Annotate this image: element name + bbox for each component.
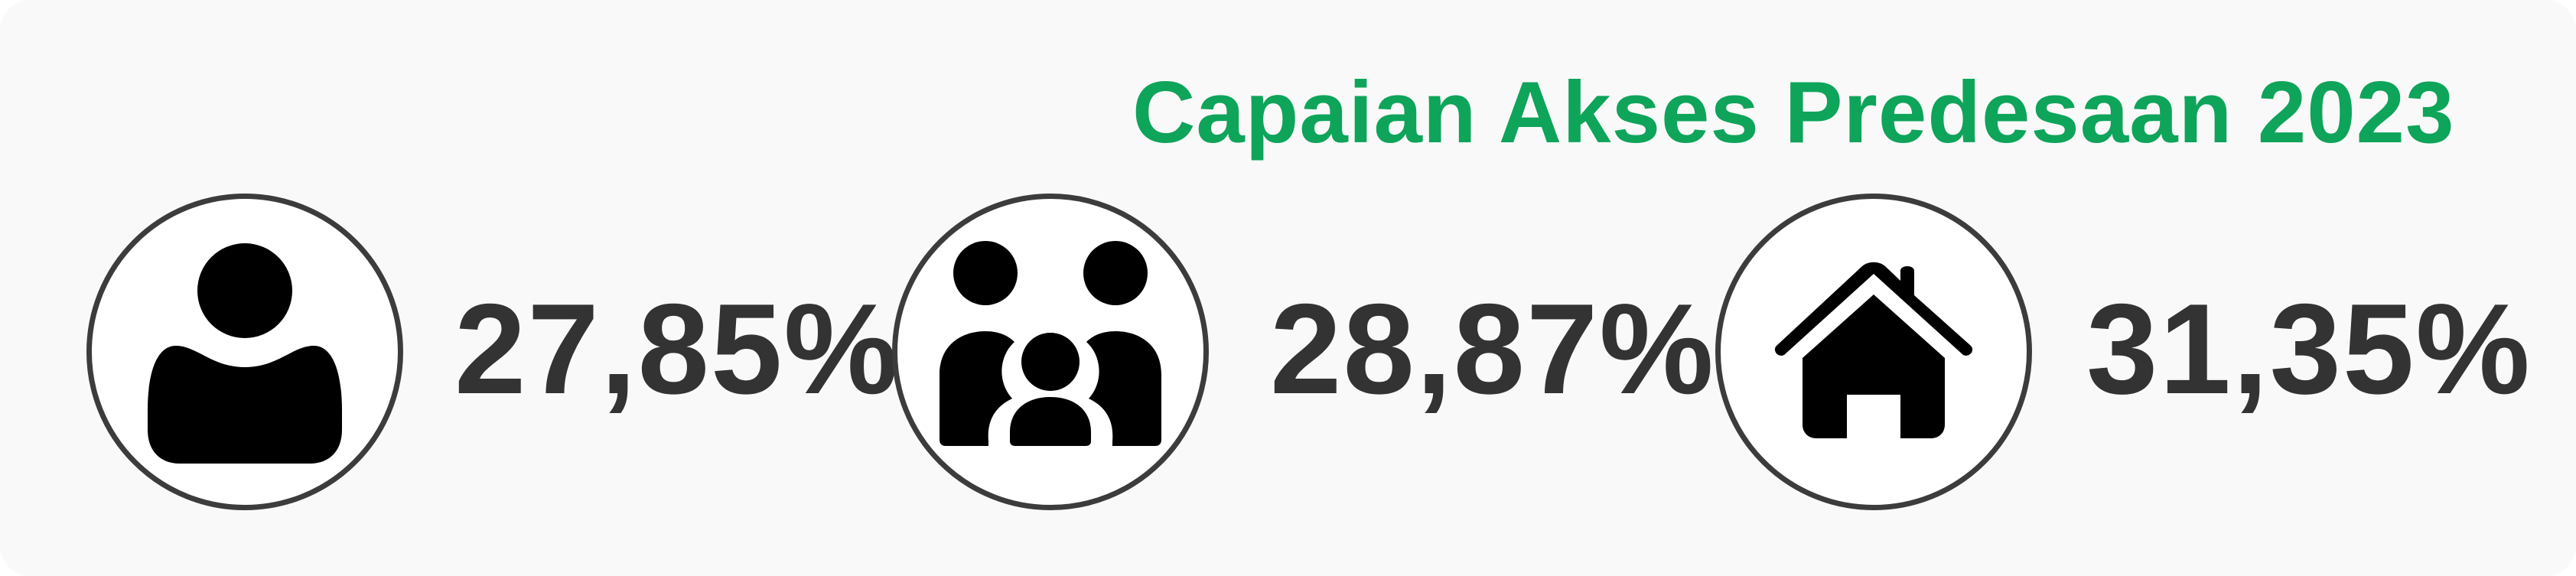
stat-value-person-text: 27,85% bbox=[454, 277, 900, 421]
stat-value-family-text: 28,87% bbox=[1270, 277, 1715, 421]
person-icon-circle bbox=[86, 194, 403, 510]
stat-value-family: 28,87% bbox=[1270, 284, 1715, 414]
stat-value-person: 27,85% bbox=[454, 284, 900, 414]
family-icon bbox=[940, 241, 1161, 446]
family-icon-circle bbox=[892, 194, 1209, 510]
house-icon-circle bbox=[1715, 194, 2032, 510]
stat-value-house-text: 31,35% bbox=[2086, 277, 2532, 421]
page-title: Capaian Akses Predesaan 2023 bbox=[1132, 64, 2455, 161]
house-icon bbox=[1774, 262, 1973, 438]
stat-value-house: 31,35% bbox=[2086, 284, 2532, 414]
person-icon bbox=[148, 243, 342, 464]
